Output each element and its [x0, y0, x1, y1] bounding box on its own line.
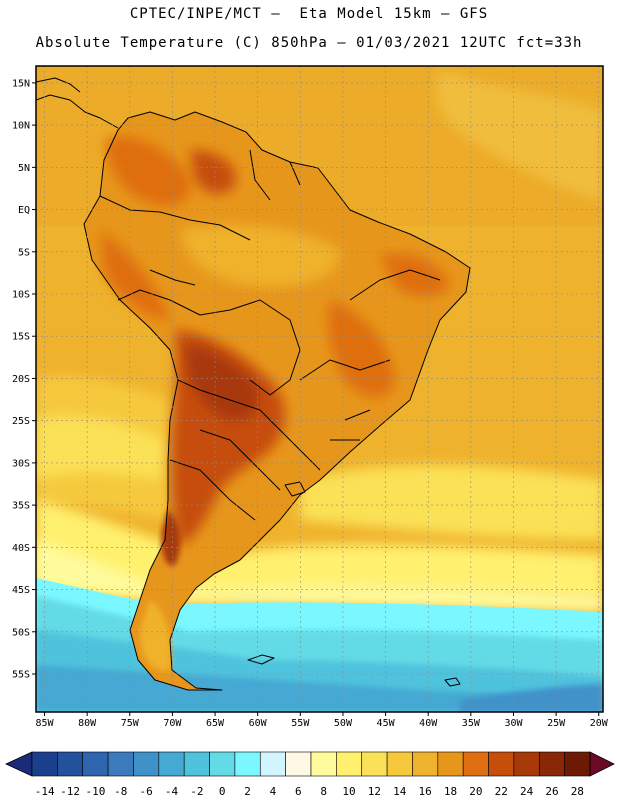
map-title-line1: CPTEC/INPE/MCT – Eta Model 15km – GFS [129, 6, 489, 22]
colorbar-label: 12 [368, 785, 381, 798]
lat-label: 45S [12, 585, 30, 596]
lon-label: 20W [590, 718, 609, 729]
coastlines-borders [36, 77, 471, 691]
colorbar-swatch [158, 751, 185, 777]
colorbar-swatch [361, 751, 388, 777]
colorbar-label: 22 [495, 785, 508, 798]
colorbar-swatch [133, 751, 160, 777]
lat-label: 15S [12, 332, 30, 343]
lon-label: 35W [462, 718, 481, 729]
colorbar-low-arrow [5, 751, 33, 777]
colorbar-swatch [564, 751, 591, 777]
lat-label: 30S [12, 458, 30, 469]
lat-label: 55S [12, 670, 30, 681]
colorbar-label: -8 [114, 785, 127, 798]
colorbar-label: 0 [219, 785, 226, 798]
colorbar-swatch [336, 751, 363, 777]
colorbar-swatch [513, 751, 540, 777]
colorbar-swatch [209, 751, 236, 777]
lon-label: 45W [377, 718, 396, 729]
lat-label: 5N [18, 163, 30, 174]
colorbar-swatch [462, 751, 489, 777]
colorbar-label: 8 [320, 785, 327, 798]
colorbar-swatch [310, 751, 337, 777]
colorbar-swatch [82, 751, 109, 777]
colorbar-label: 18 [444, 785, 457, 798]
colorbar-swatch [488, 751, 515, 777]
colorbar-swatch [31, 751, 58, 777]
lon-label: 25W [547, 718, 566, 729]
lat-label: 40S [12, 543, 30, 554]
colorbar-label: 20 [469, 785, 482, 798]
lon-label: 75W [121, 718, 140, 729]
lon-label: 60W [249, 718, 268, 729]
colorbar-high-arrow [589, 751, 615, 777]
colorbar-swatch [412, 751, 439, 777]
colorbar-label: -4 [165, 785, 179, 798]
colorbar-label: 2 [244, 785, 251, 798]
temperature-field [36, 66, 603, 712]
colorbar-label: -12 [60, 785, 80, 798]
colorbar-swatch [285, 751, 312, 777]
colorbar-label: -10 [85, 785, 105, 798]
colorbar-label: -2 [190, 785, 203, 798]
colorbar-label: 16 [419, 785, 432, 798]
lon-label: 70W [163, 718, 182, 729]
longitude-axis: 85W 80W 75W 70W 65W 60W 55W 50W 45W 40W 35W 30W 25W 2… [35, 712, 609, 729]
colorbar-swatch [386, 751, 413, 777]
lon-label: 55W [291, 718, 310, 729]
colorbar-label: 26 [545, 785, 558, 798]
latitude-axis: 15N 10N 5N EQ 5S 10S 15S 20S 25S 30S 35S 40S 45S 50S 5… [12, 78, 36, 681]
colorbar-swatch [259, 751, 286, 777]
lon-label: 30W [504, 718, 523, 729]
lon-label: 65W [206, 718, 225, 729]
lon-label: 80W [78, 718, 97, 729]
colorbar-label: 4 [270, 785, 277, 798]
colorbar-label: 24 [520, 785, 534, 798]
lon-label: 40W [419, 718, 438, 729]
colorbar-swatch [437, 751, 464, 777]
lat-label: 50S [12, 627, 30, 638]
lat-label: 35S [12, 501, 30, 512]
lat-label: 10S [12, 290, 30, 301]
colorbar-label: 14 [393, 785, 407, 798]
colorbar-label: 6 [295, 785, 302, 798]
lat-label: 20S [12, 374, 30, 385]
colorbar-swatch [107, 751, 134, 777]
lat-label: 25S [12, 416, 30, 427]
lat-label: EQ [18, 205, 30, 216]
map-frame [35, 65, 604, 713]
colorbar-label: -14 [35, 785, 55, 798]
colorbar-label: 10 [342, 785, 355, 798]
colorbar-swatch [183, 751, 210, 777]
colorbar-swatch [234, 751, 261, 777]
colorbar-labels: -14 -12 -10 -8 -6 -4 -2 0 2 4 6 8 10 12 14 16 18 20 22 24 26… [35, 785, 584, 798]
lon-label: 85W [35, 718, 54, 729]
lat-label: 10N [12, 121, 30, 132]
colorbar-swatch [57, 751, 84, 777]
colorbar [5, 751, 615, 777]
lat-label: 15N [12, 78, 30, 89]
lon-label: 50W [334, 718, 353, 729]
colorbar-swatch [538, 751, 565, 777]
map-title-line2: Absolute Temperature (C) 850hPa – 01/03/… [35, 35, 583, 51]
colorbar-label: 28 [571, 785, 584, 798]
colorbar-label: -6 [140, 785, 153, 798]
lat-label: 5S [18, 247, 30, 258]
